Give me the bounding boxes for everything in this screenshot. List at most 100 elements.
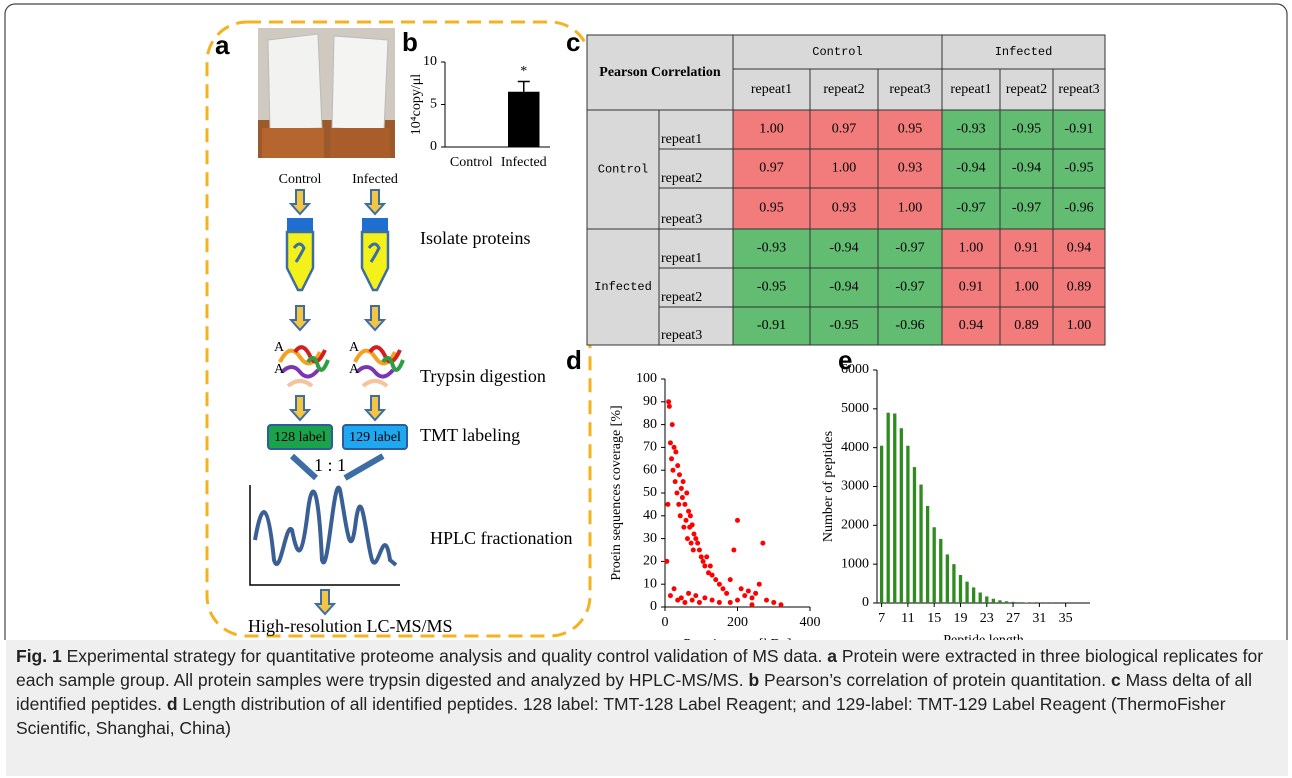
bar [965, 582, 968, 603]
caption-text: Length distribution of all identified pe… [16, 694, 1230, 738]
table-value: -0.97 [956, 201, 985, 216]
table-value: 1.00 [959, 241, 984, 256]
table-value: -0.94 [829, 280, 858, 295]
ratio: 1 : 1 [314, 455, 346, 475]
point [678, 513, 683, 518]
arrow [291, 306, 309, 330]
bar [926, 506, 929, 603]
x-tick-label: 19 [953, 611, 967, 626]
figure: a b c d e Control Infected Isolate prote… [0, 0, 1292, 640]
tmt-label: 128 label [274, 430, 326, 445]
page: a b c d e Control Infected Isolate prote… [0, 0, 1292, 778]
point [728, 600, 733, 605]
arrow [366, 306, 384, 330]
point [673, 449, 678, 454]
y-axis-label: Proein sequences coverage [%] [609, 405, 624, 580]
column-header: repeat1 [950, 82, 991, 97]
point [750, 602, 755, 607]
y-axis-label: Number of peptides [821, 431, 836, 542]
arrow [316, 590, 334, 614]
residue: A [349, 362, 360, 377]
column-header: repeat1 [751, 82, 792, 97]
point [739, 586, 744, 591]
x-tick-label: 0 [662, 615, 669, 630]
annotation: * [520, 64, 527, 79]
point [746, 589, 751, 594]
residue: A [274, 340, 285, 355]
point [686, 591, 691, 596]
peptides [355, 347, 403, 386]
point [681, 479, 686, 484]
point [664, 559, 669, 564]
arrow [291, 396, 309, 420]
point [669, 456, 674, 461]
point [666, 399, 671, 404]
point [735, 518, 740, 523]
table-value: 0.93 [898, 161, 923, 176]
bar [1018, 602, 1021, 603]
x-tick-label: 35 [1059, 611, 1073, 626]
point [710, 598, 715, 603]
panel-label: a [215, 30, 230, 60]
point [665, 502, 670, 507]
x-tick-label: Infected [501, 155, 547, 170]
point [735, 598, 740, 603]
row-header: repeat3 [661, 328, 702, 343]
x-tick-label: 11 [901, 611, 914, 626]
y-tick-label: 5000 [841, 401, 869, 416]
point [779, 602, 784, 607]
row-group: Control [598, 163, 648, 177]
table-value: -0.96 [895, 318, 924, 333]
y-axis-label: 10⁴copy/μl [409, 74, 424, 135]
caption-text: b [748, 670, 759, 690]
x-tick-label: 7 [878, 611, 885, 626]
arrow [292, 456, 316, 478]
y-tick-label: 40 [643, 508, 657, 523]
bar [887, 413, 890, 603]
bar [1005, 601, 1008, 603]
point [689, 541, 694, 546]
arrow [291, 190, 309, 214]
point [702, 563, 707, 568]
table-value: -0.96 [1064, 201, 1093, 216]
y-tick-label: 5 [430, 97, 437, 112]
y-tick-label: 80 [643, 417, 657, 432]
y-tick-label: 20 [643, 554, 657, 569]
point [670, 422, 675, 427]
point [679, 595, 684, 600]
y-tick-label: 4000 [841, 440, 869, 455]
point [679, 486, 684, 491]
caption-text: c [1111, 670, 1121, 690]
table-value: -0.95 [1064, 161, 1093, 176]
point [668, 593, 673, 598]
group-label: Infected [352, 172, 398, 187]
table-value: -0.91 [757, 318, 786, 333]
table-value: 0.91 [959, 280, 984, 295]
table-value: 0.94 [1067, 241, 1092, 256]
column-header: repeat2 [1006, 82, 1047, 97]
x-tick-label: 400 [800, 615, 821, 630]
y-tick-label: 3000 [841, 479, 869, 494]
caption-text: Fig. 1 [16, 646, 62, 666]
point [750, 595, 755, 600]
point [704, 554, 709, 559]
point [688, 513, 693, 518]
table-value: 0.91 [1014, 241, 1039, 256]
y-tick-label: 10 [643, 576, 657, 591]
row-group: Infected [594, 280, 652, 294]
point [684, 491, 689, 496]
column-header: repeat3 [889, 82, 930, 97]
residue: A [349, 340, 360, 355]
table-value: 1.00 [759, 122, 784, 137]
photo [258, 28, 395, 158]
bar [952, 564, 955, 603]
x-tick-label: 23 [980, 611, 994, 626]
y-tick-label: 0 [430, 139, 437, 154]
caption-text: a [827, 646, 837, 666]
bar [919, 485, 922, 603]
y-tick-label: 50 [643, 485, 657, 500]
point [680, 495, 685, 500]
table-value: -0.97 [895, 280, 924, 295]
point [693, 536, 698, 541]
hplc-trace [255, 488, 396, 565]
